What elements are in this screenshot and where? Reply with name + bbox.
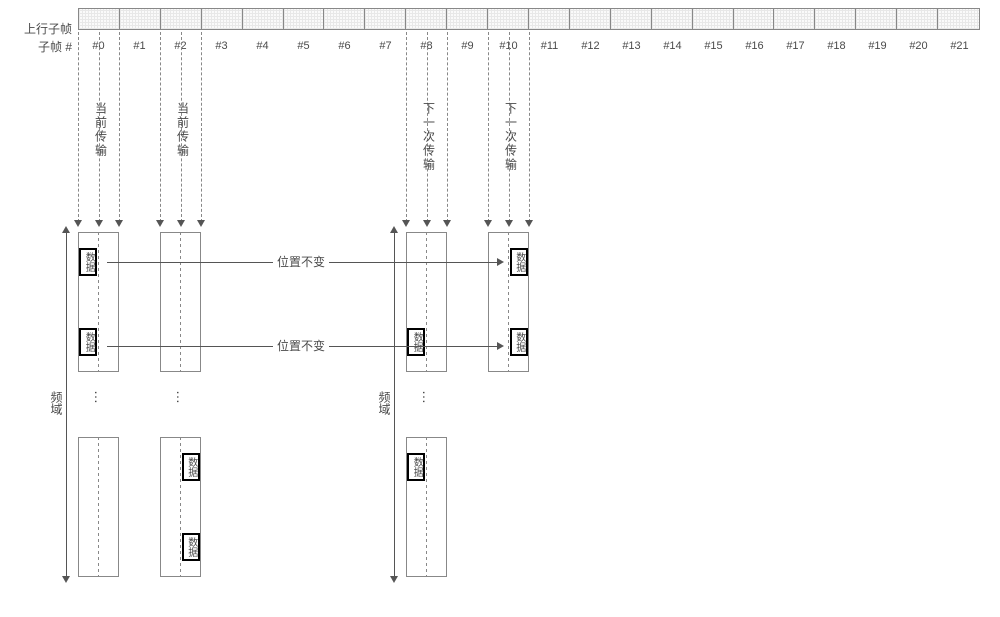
subframe-number: #4 <box>242 40 283 52</box>
subframe-number: #1 <box>119 40 160 52</box>
guide-line <box>78 32 79 222</box>
data-box: 数据 <box>407 328 425 356</box>
guide-line <box>529 32 530 222</box>
subframe-cell <box>652 9 693 29</box>
data-box: 数据 <box>182 453 200 481</box>
arrow-down-icon <box>197 220 205 227</box>
arrow-right-icon <box>497 258 504 266</box>
arrow-up-icon <box>62 226 70 233</box>
freq-column <box>160 232 201 372</box>
transmission-label: 下一次传输 <box>421 102 438 172</box>
arrow-down-icon <box>484 220 492 227</box>
subframe-cell <box>734 9 775 29</box>
subframe-number: #21 <box>939 40 980 52</box>
subframe-cell <box>365 9 406 29</box>
arrow-right-icon <box>497 342 504 350</box>
subframe-cell <box>447 9 488 29</box>
subframe-number: #17 <box>775 40 816 52</box>
arrow-up-icon <box>390 226 398 233</box>
mapping-label: 位置不变 <box>273 253 329 270</box>
guide-line <box>201 32 202 222</box>
subframe-cell <box>856 9 897 29</box>
subframe-cell <box>243 9 284 29</box>
data-box: 数据 <box>79 328 97 356</box>
data-box: 数据 <box>510 248 528 276</box>
ellipsis: … <box>420 390 436 402</box>
mapping-label: 位置不变 <box>273 337 329 354</box>
subframe-cell <box>202 9 243 29</box>
subframe-number: #12 <box>570 40 611 52</box>
subframe-cell <box>284 9 325 29</box>
subframe-cell <box>693 9 734 29</box>
subframe-cell <box>815 9 856 29</box>
freq-axis-label: 频域 <box>376 391 393 415</box>
arrow-down-icon <box>423 220 431 227</box>
freq-axis-label: 频域 <box>48 391 65 415</box>
ellipsis: … <box>92 390 108 402</box>
arrow-down-icon <box>505 220 513 227</box>
arrow-down-icon <box>402 220 410 227</box>
arrow-down-icon <box>390 576 398 583</box>
subframe-number: #16 <box>734 40 775 52</box>
arrow-down-icon <box>62 576 70 583</box>
subframe-cell <box>120 9 161 29</box>
subframe-cell <box>774 9 815 29</box>
subframe-number: #15 <box>693 40 734 52</box>
subframe-cell <box>406 9 447 29</box>
arrow-down-icon <box>95 220 103 227</box>
subframe-hash-label: 子帧 # <box>0 38 72 55</box>
freq-axis <box>66 232 67 577</box>
arrow-down-icon <box>74 220 82 227</box>
transmission-label: 当前传输 <box>93 102 110 158</box>
subframe-cell <box>529 9 570 29</box>
subframe-number: #20 <box>898 40 939 52</box>
subframe-cell <box>488 9 529 29</box>
subframe-cell <box>79 9 120 29</box>
guide-line <box>488 32 489 222</box>
data-box: 数据 <box>79 248 97 276</box>
guide-line <box>447 32 448 222</box>
subframe-cell <box>938 9 979 29</box>
subframe-number: #11 <box>529 40 570 52</box>
data-box: 数据 <box>510 328 528 356</box>
transmission-label: 当前传输 <box>175 102 192 158</box>
subframe-number: #6 <box>324 40 365 52</box>
subframe-number: #13 <box>611 40 652 52</box>
subframe-number: #7 <box>365 40 406 52</box>
freq-column <box>78 437 119 577</box>
subframe-cell <box>570 9 611 29</box>
guide-line <box>119 32 120 222</box>
arrow-down-icon <box>443 220 451 227</box>
ellipsis: … <box>174 390 190 402</box>
uplink-subframe-label: 上行子帧 <box>0 20 72 37</box>
subframe-cell <box>324 9 365 29</box>
arrow-down-icon <box>115 220 123 227</box>
subframe-number: #19 <box>857 40 898 52</box>
freq-axis <box>394 232 395 577</box>
guide-line <box>160 32 161 222</box>
subframe-number: #5 <box>283 40 324 52</box>
subframe-number: #14 <box>652 40 693 52</box>
subframe-cell <box>611 9 652 29</box>
subframe-cell <box>161 9 202 29</box>
transmission-label: 下一次传输 <box>503 102 520 172</box>
guide-line <box>406 32 407 222</box>
subframe-number: #18 <box>816 40 857 52</box>
subframe-number: #9 <box>447 40 488 52</box>
arrow-down-icon <box>156 220 164 227</box>
subframe-strip <box>78 8 980 30</box>
data-box: 数据 <box>182 533 200 561</box>
data-box: 数据 <box>407 453 425 481</box>
arrow-down-icon <box>525 220 533 227</box>
subframe-number: #3 <box>201 40 242 52</box>
subframe-cell <box>897 9 938 29</box>
arrow-down-icon <box>177 220 185 227</box>
